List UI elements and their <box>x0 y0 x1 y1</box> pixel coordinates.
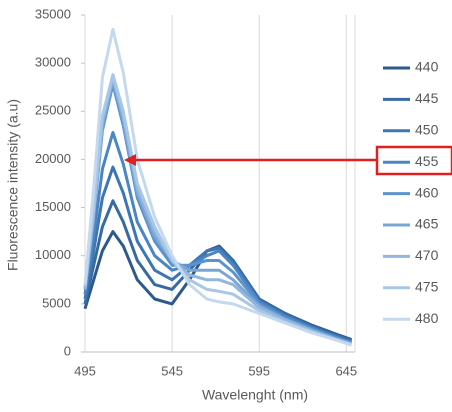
series-line <box>83 27 352 347</box>
y-tick-label: 35000 <box>35 6 71 21</box>
legend-label: 475 <box>415 279 439 295</box>
y-tick-label: 20000 <box>35 151 71 166</box>
series-line <box>83 131 352 344</box>
legend-label: 480 <box>415 310 439 326</box>
legend-label: 465 <box>415 216 439 232</box>
y-axis-label: Fluorescence intensity (a.u) <box>5 99 21 271</box>
y-tick-label: 5000 <box>42 295 71 310</box>
legend-label: 460 <box>415 184 439 200</box>
series-line <box>83 73 352 346</box>
x-tick-label: 495 <box>74 363 96 378</box>
legend-label: 440 <box>415 59 439 75</box>
legend-label: 450 <box>415 122 439 138</box>
y-tick-label: 30000 <box>35 55 71 70</box>
legend-label: 470 <box>415 247 439 263</box>
x-tick-label: 595 <box>248 363 270 378</box>
legend-label: 445 <box>415 90 439 106</box>
arrow-head <box>124 154 136 166</box>
y-tick-label: 15000 <box>35 199 71 214</box>
x-tick-label: 545 <box>161 363 183 378</box>
y-tick-label: 10000 <box>35 247 71 262</box>
y-tick-label: 25000 <box>35 103 71 118</box>
x-axis-label: Wavelenght (nm) <box>202 387 308 403</box>
series-line <box>83 165 352 343</box>
legend-label: 455 <box>415 153 439 169</box>
x-tick-label: 645 <box>335 363 357 378</box>
y-tick-label: 0 <box>64 343 71 358</box>
